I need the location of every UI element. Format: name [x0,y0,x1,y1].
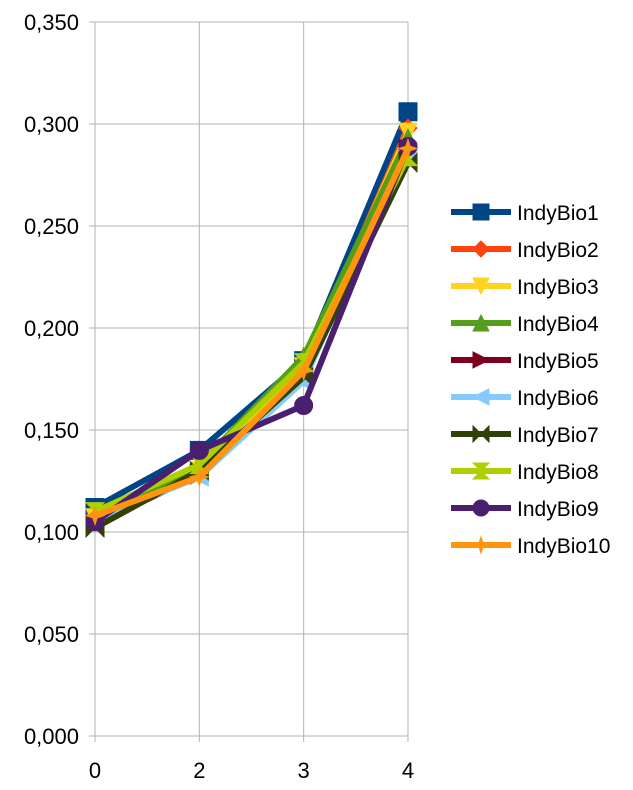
legend: IndyBio1 IndyBio2 IndyBio3 IndyBio4 IndyBio5… [451,202,610,558]
axes [89,22,408,737]
legend-item: IndyBio3 [451,276,599,299]
legend-item: IndyBio7 [451,424,599,447]
y-tick-labels: 0,000 0,050 0,100 0,150 0,200 0,250 0,300 0,350 [24,10,79,749]
legend-item: IndyBio10 [451,535,610,558]
grid-lines [89,21,409,742]
legend-label: IndyBio8 [517,461,599,484]
legend-label: IndyBio9 [517,498,599,521]
legend-label: IndyBio5 [517,350,599,373]
legend-marker [471,535,491,555]
series-line [92,125,411,519]
series-line [92,135,411,523]
y-tick-label: 0,050 [24,622,79,647]
x-tick-label: 0 [89,758,101,783]
legend-marker [472,424,490,444]
data-point [84,505,106,527]
legend-marker [472,240,490,258]
y-tick-label: 0,350 [24,10,79,35]
legend-item: IndyBio6 [451,387,599,410]
legend-item: IndyBio9 [451,498,599,521]
legend-marker [472,203,490,221]
data-point [189,440,209,460]
x-tick-label: 2 [193,758,205,783]
data-point [398,102,418,122]
legend-marker [471,462,491,480]
legend-label: IndyBio3 [517,276,599,299]
legend-item: IndyBio2 [451,239,599,262]
legend-marker [472,351,491,369]
legend-label: IndyBio7 [517,424,599,447]
legend-marker [472,313,490,332]
series-line [92,145,411,527]
legend-marker [472,499,490,517]
series-line [92,129,411,521]
y-tick-label: 0,200 [24,316,79,341]
series-IndyBio3 [85,122,418,528]
y-tick-label: 0,100 [24,520,79,545]
legend-label: IndyBio4 [517,313,599,336]
data-point [188,466,210,488]
series-line [92,108,411,511]
data-point [397,137,419,160]
legend-item: IndyBio1 [451,202,599,225]
legend-label: IndyBio10 [517,535,610,558]
legend-label: IndyBio1 [517,202,599,225]
legend-label: IndyBio6 [517,387,599,410]
legend-marker [471,388,490,406]
data-point [294,396,314,416]
series-line [92,147,411,523]
y-tick-label: 0,250 [24,214,79,239]
data-point [293,360,315,382]
x-tick-label: 4 [402,758,414,783]
series-group [84,102,419,539]
legend-item: IndyBio4 [451,313,599,336]
series-IndyBio2 [85,118,418,526]
series-line [92,153,411,515]
legend-item: IndyBio8 [451,461,599,484]
series-line [92,145,411,519]
y-tick-label: 0,300 [24,112,79,137]
x-tick-label: 3 [298,758,310,783]
series-line [92,143,411,525]
series-IndyBio5 [85,138,419,534]
y-tick-label: 0,000 [24,724,79,749]
legend-item: IndyBio5 [451,350,599,373]
x-tick-labels: 0 2 3 4 [89,758,414,783]
series-IndyBio9 [85,136,418,532]
y-tick-label: 0,150 [24,418,79,443]
series-IndyBio1 [85,102,418,518]
series-IndyBio6 [84,140,418,530]
series-IndyBio10 [84,137,419,527]
series-IndyBio4 [85,128,418,530]
legend-marker [472,277,490,296]
legend-label: IndyBio2 [517,239,599,262]
